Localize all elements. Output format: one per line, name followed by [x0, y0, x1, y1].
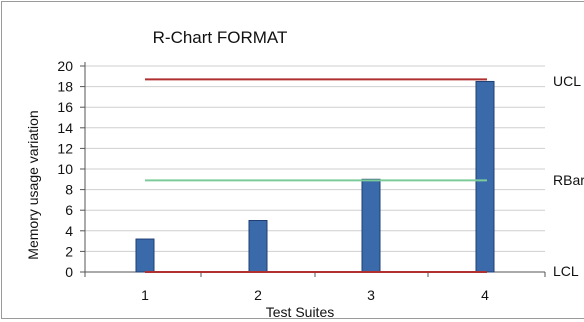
x-tick-label: 3	[367, 287, 375, 303]
y-tick-label: 8	[65, 182, 73, 198]
y-tick-label: 2	[65, 243, 73, 259]
y-tick-label: 18	[57, 79, 73, 95]
control-line-label-lcl: LCL	[553, 263, 579, 279]
bar	[248, 220, 268, 273]
x-tick-label: 1	[141, 287, 149, 303]
y-tick-label: 14	[57, 120, 73, 136]
y-tick-label: 12	[57, 140, 73, 156]
chart-title: R-Chart FORMAT	[152, 28, 288, 47]
x-tick-label: 4	[481, 287, 489, 303]
y-tick-label: 20	[57, 58, 73, 74]
y-tick-label: 10	[57, 161, 73, 177]
x-axis-label: Test Suites	[265, 304, 335, 320]
bar	[475, 80, 495, 273]
x-tick-label: 2	[254, 287, 262, 303]
control-line-label-rbar: RBar	[553, 172, 584, 188]
y-tick-label: 6	[65, 202, 73, 218]
y-tick-label: 4	[65, 223, 73, 239]
control-line-label-ucl: UCL	[553, 73, 581, 89]
y-tick-label: 16	[57, 99, 73, 115]
y-tick-label: 0	[65, 264, 73, 280]
bar	[361, 178, 381, 273]
bar	[135, 238, 155, 273]
